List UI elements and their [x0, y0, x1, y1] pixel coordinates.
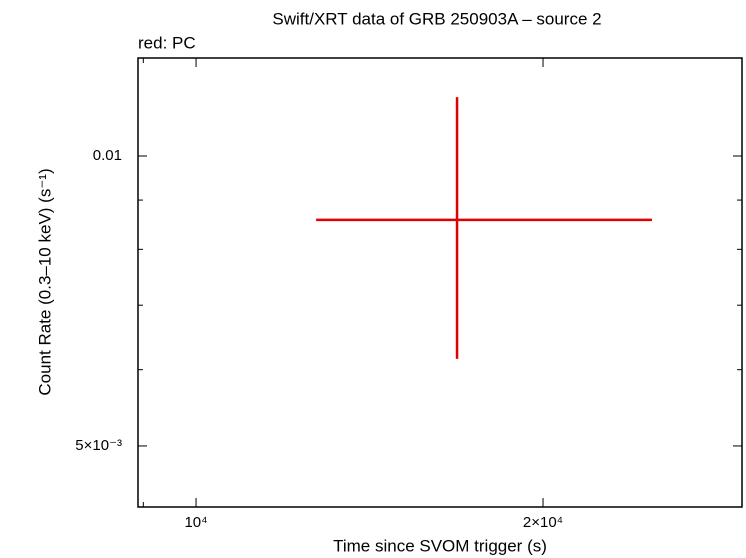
legend-note: red: PC — [138, 33, 196, 52]
y-axis-label: Count Rate (0.3–10 keV) (s⁻¹) — [35, 168, 54, 395]
y-tick-label: 5×10⁻³ — [75, 437, 122, 454]
plot-frame — [137, 57, 743, 508]
x-tick-label: 10⁴ — [184, 514, 207, 531]
x-tick-label: 2×10⁴ — [523, 514, 563, 531]
chart-title: Swift/XRT data of GRB 250903A – source 2 — [272, 9, 601, 28]
x-axis-label: Time since SVOM trigger (s) — [333, 536, 547, 555]
y-tick-label: 0.01 — [93, 147, 122, 164]
